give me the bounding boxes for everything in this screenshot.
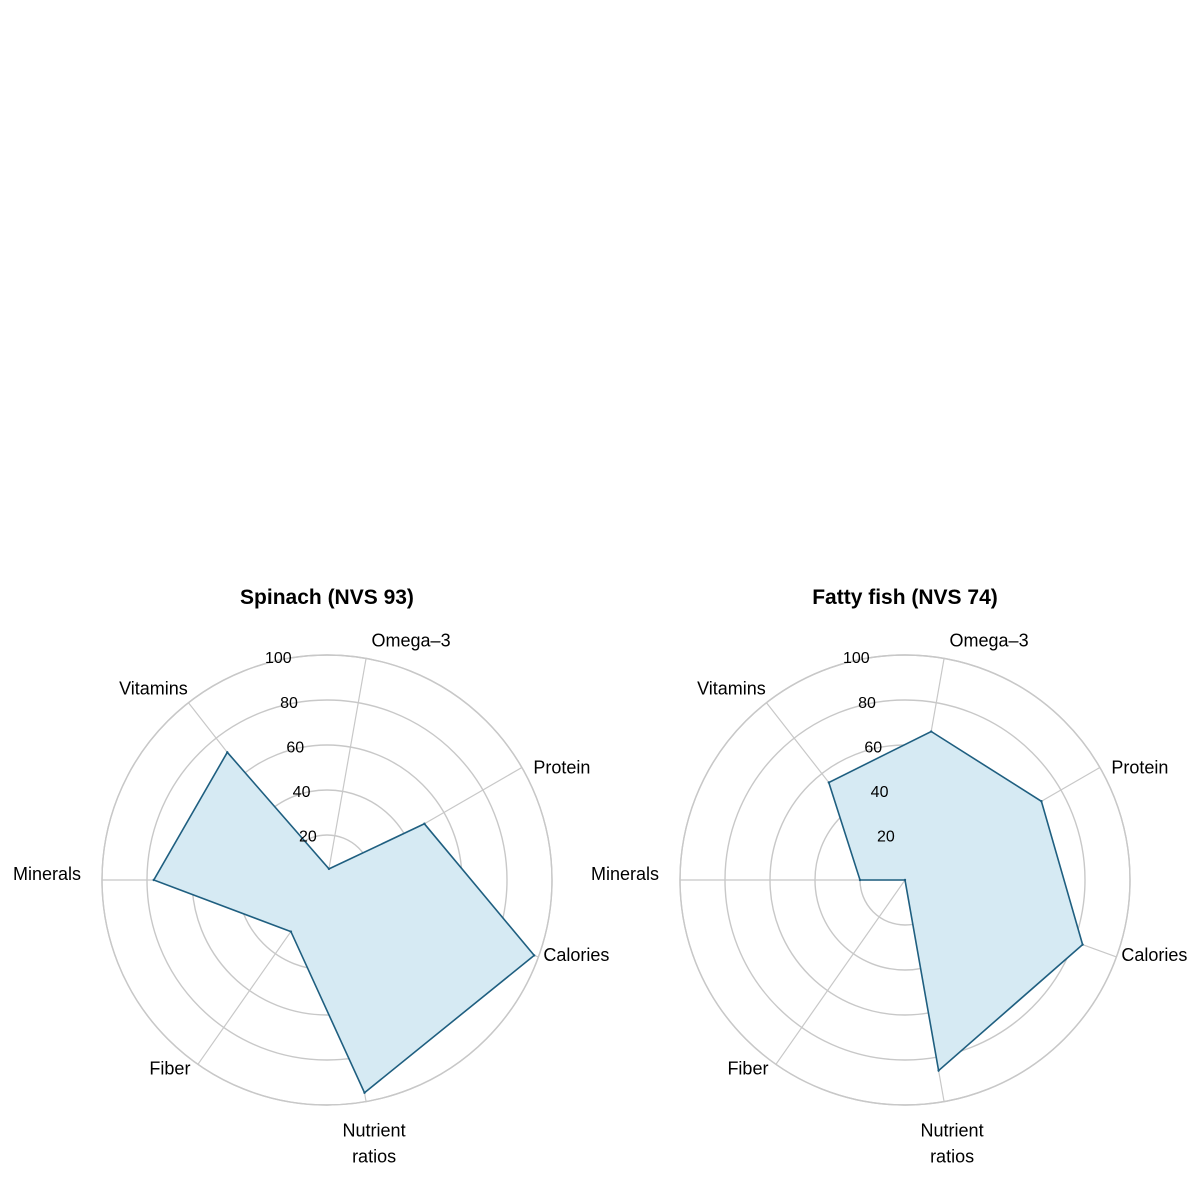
data-point-6 <box>858 878 862 882</box>
tile-title: Fiber <box>802 404 906 446</box>
tile-item: Vitamin A <box>299 249 411 275</box>
axis-label: Fiber <box>727 1058 768 1078</box>
r-tick-label: 20 <box>299 828 317 845</box>
data-point-6 <box>152 878 155 882</box>
data-point-4 <box>363 1091 366 1094</box>
tile-item: SFA:UFA <box>40 135 133 161</box>
axis-label: Fiber <box>149 1058 190 1078</box>
r-tick-label: 60 <box>286 739 304 756</box>
r-tick-label: 20 <box>877 828 895 845</box>
data-point-1 <box>327 867 331 871</box>
axis-label: Calories <box>1121 945 1187 965</box>
r-tick-label: 80 <box>280 695 298 712</box>
r-tick-label: 80 <box>858 695 876 712</box>
axis-spoke <box>775 879 906 1065</box>
radar-chart-1: Spinach (NVS 93) 20 40 60 80 100 Omega–3 Protei… <box>13 586 609 1167</box>
series-polygon <box>827 730 1084 1073</box>
tile-items: Iron Zinc Calcium Potassium Magnesium <box>534 86 723 246</box>
tile-title: Omega-3 <box>998 37 1164 77</box>
tile-item: DIAAS <box>763 89 835 115</box>
tile-items: SFA:UFA Sodium:potassium Carb:fiber <box>40 132 257 228</box>
tile-nutrient-ratios: Nutrient ratios SFA:UFA Sodium:potassium… <box>20 20 277 522</box>
data-point-5 <box>289 930 293 933</box>
tile-item: DHA <box>1006 89 1057 115</box>
axis-label: Protein <box>533 758 590 778</box>
tile-item: Riboflavin <box>299 153 414 179</box>
tile-item: Vitamin B6 <box>299 281 425 307</box>
tile-item: Protein <box>763 121 844 147</box>
tile-item: Vitamin C <box>299 345 411 371</box>
data-point-3 <box>533 954 536 957</box>
tile-protein: Protein DIAAS Protein <box>747 20 986 320</box>
data-point-5 <box>903 878 907 882</box>
axis-label: Minerals <box>591 864 659 884</box>
r-tick-label: 40 <box>871 784 889 801</box>
axis-label: Vitamins <box>119 679 188 699</box>
data-point-2 <box>423 822 426 825</box>
tile-item: EPA <box>1006 121 1049 147</box>
tile-item: Vitamin B12 <box>299 313 440 339</box>
tile-title: Protein <box>763 36 908 77</box>
data-point-1 <box>929 730 933 733</box>
tile-item: Potassium <box>534 185 652 211</box>
axis-label: Omega–3 <box>950 630 1029 650</box>
tile-items: Folate Choline Riboflavin Thiamin Niacin… <box>299 86 492 438</box>
tile-items: DHA EPA DPA ALA <box>1006 86 1172 214</box>
tile-item: Calcium <box>534 153 627 179</box>
axis-label: Calories <box>543 945 609 965</box>
tile-item: ALA <box>1006 185 1051 211</box>
tile-item: Sodium:potassium <box>40 167 254 193</box>
tile-omega-3: Omega-3 DHA EPA DPA ALA <box>990 20 1180 320</box>
data-point-4 <box>937 1069 940 1072</box>
tile-item: Niacin <box>299 217 371 243</box>
tile-item: Carb:fiber <box>40 199 155 225</box>
tile-title: Nutrient ratios <box>40 36 207 123</box>
axis-spoke <box>326 658 367 881</box>
data-point-2 <box>1040 800 1043 803</box>
r-tick-label: 60 <box>864 739 882 756</box>
tile-vitamins: Vitamins Folate Choline Riboflavin Thiam… <box>281 20 510 522</box>
tile-item: Vitamin E <box>299 409 409 435</box>
tile-fiber: Fiber <box>747 325 961 522</box>
axis-label: Protein <box>1111 758 1168 778</box>
tile-item: Vitamin D <box>299 377 413 403</box>
tile-title: Minerals <box>534 36 705 77</box>
chart-title: Fatty fish (NVS 74) <box>812 586 998 609</box>
tile-item: DPA <box>1006 153 1052 179</box>
data-point-3 <box>1081 943 1084 946</box>
tile-minerals: Minerals Iron Zinc Calcium Potassium Mag… <box>514 20 743 522</box>
axis-label: Nutrient ratios <box>343 1121 406 1167</box>
tile-item: Magnesium <box>534 217 667 243</box>
axis-label: Nutrient ratios <box>921 1121 984 1167</box>
radar-chart-2: Fatty fish (NVS 74) 20 40 60 80 100 Omega–3 Pro… <box>591 586 1187 1167</box>
axis-label: Minerals <box>13 864 81 884</box>
tile-item: Choline <box>299 121 386 147</box>
axis-label: Omega–3 <box>372 630 451 650</box>
tile-title: Vitamins <box>299 36 473 77</box>
r-tick-label: 40 <box>293 784 311 801</box>
r-tick-label: 100 <box>265 650 292 667</box>
chart-title: Spinach (NVS 93) <box>240 586 414 609</box>
tile-item: Iron <box>534 89 579 115</box>
series-polygon <box>152 750 536 1094</box>
data-point-7 <box>226 751 229 754</box>
tile-title: Calories <box>993 404 1153 446</box>
tile-calories: Calories <box>966 325 1180 522</box>
radar-charts: Spinach (NVS 93) 20 40 60 80 100 Omega–3 Protei… <box>13 586 1187 1167</box>
axis-label: Vitamins <box>697 679 766 699</box>
tile-item: Thiamin <box>299 185 392 211</box>
data-point-7 <box>827 781 831 784</box>
tile-item: Folate <box>299 89 370 115</box>
tile-items: DIAAS Protein <box>763 86 970 150</box>
r-tick-label: 100 <box>843 650 870 667</box>
tile-item: Zinc <box>534 121 584 147</box>
